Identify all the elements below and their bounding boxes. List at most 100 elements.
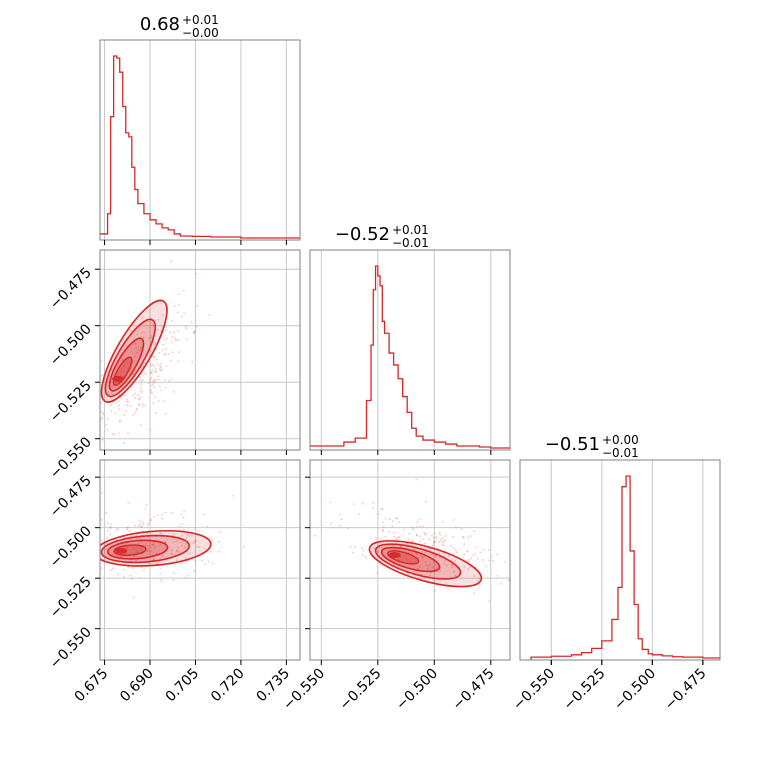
scatter-point (153, 365, 155, 367)
scatter-point (376, 572, 379, 574)
scatter-point (403, 528, 406, 531)
scatter-point (151, 372, 153, 375)
scatter-point (120, 556, 122, 559)
scatter-point (388, 518, 391, 520)
scatter-point (377, 513, 380, 515)
scatter-point (159, 532, 162, 534)
scatter-point (445, 564, 448, 566)
scatter-point (114, 381, 117, 384)
scatter-point (384, 536, 387, 538)
scatter-point (204, 547, 206, 550)
scatter-point (157, 561, 160, 564)
scatter-point (152, 363, 154, 366)
scatter-point (142, 405, 144, 407)
scatter-point (181, 534, 183, 537)
scatter-point (421, 551, 423, 553)
histogram-1 (310, 265, 510, 449)
scatter-point (161, 517, 164, 520)
scatter-panel-1-0 (89, 249, 301, 502)
histogram-0 (100, 55, 300, 239)
scatter-point (150, 365, 152, 367)
scatter-point (161, 580, 164, 583)
scatter-point (111, 432, 114, 435)
scatter-point (92, 435, 94, 437)
scatter-point (134, 524, 137, 527)
scatter-point (429, 547, 431, 550)
scatter-point (123, 414, 125, 416)
scatter-point (160, 363, 162, 365)
scatter-point (159, 573, 161, 575)
scatter-point (469, 566, 471, 569)
scatter-point (110, 523, 113, 525)
scatter-point (185, 325, 187, 328)
scatter-point (106, 522, 109, 524)
scatter-point (187, 528, 190, 531)
scatter-point (151, 384, 153, 387)
scatter-point (346, 527, 349, 530)
scatter-point (127, 432, 129, 435)
y-tick-label: −0.500 (47, 523, 95, 571)
scatter-point (453, 570, 456, 573)
scatter-point (164, 541, 166, 544)
scatter-point (412, 567, 415, 570)
scatter-point (352, 503, 355, 505)
scatter-point (102, 413, 105, 416)
scatter-point (455, 549, 457, 552)
scatter-point (121, 556, 123, 559)
scatter-point (411, 552, 413, 554)
scatter-point (433, 568, 436, 571)
scatter-point (135, 409, 138, 412)
scatter-point (164, 541, 167, 543)
scatter-point (178, 562, 181, 564)
scatter-point (397, 558, 400, 560)
scatter-point (173, 336, 176, 339)
scatter-point (441, 541, 443, 544)
scatter-point (175, 559, 178, 561)
scatter-point (89, 500, 91, 502)
scatter-point (429, 563, 431, 566)
scatter-point (138, 398, 140, 400)
scatter-point (419, 540, 421, 543)
x-tick-label: 0.705 (163, 666, 203, 706)
scatter-point (499, 582, 502, 585)
scatter-point (159, 365, 161, 368)
scatter-point (407, 542, 409, 545)
scatter-point (469, 535, 472, 537)
scatter-point (138, 398, 141, 401)
scatter-point (460, 573, 462, 576)
scatter-point (129, 329, 132, 332)
scatter-point (204, 563, 207, 565)
scatter-point (412, 554, 415, 556)
scatter-point (508, 578, 510, 581)
scatter-point (148, 382, 150, 385)
scatter-point (165, 348, 167, 350)
title-value-0: 0.68 (140, 14, 180, 35)
scatter-point (170, 378, 173, 381)
scatter-point (396, 517, 398, 519)
scatter-point (149, 350, 152, 352)
scatter-point (118, 394, 120, 397)
scatter-point (152, 324, 154, 326)
scatter-point (329, 501, 332, 504)
scatter-point (140, 389, 143, 392)
x-tick-label: −0.550 (510, 666, 558, 714)
scatter-point (398, 521, 401, 523)
scatter-point (123, 575, 125, 578)
scatter-point (182, 539, 185, 542)
scatter-point (171, 336, 173, 338)
scatter-point (164, 354, 167, 356)
scatter-point (372, 501, 375, 504)
scatter-point (157, 378, 160, 381)
scatter-point (432, 536, 435, 539)
scatter-point (444, 559, 446, 562)
scatter-point (138, 523, 141, 526)
scatter-point (164, 541, 167, 543)
scatter-point (100, 401, 102, 404)
scatter-point (146, 550, 148, 552)
scatter-point (419, 525, 421, 528)
scatter-point (129, 538, 131, 541)
scatter-point (142, 365, 144, 368)
scatter-point (185, 556, 187, 559)
scatter-point (176, 330, 179, 332)
scatter-point (139, 367, 142, 369)
